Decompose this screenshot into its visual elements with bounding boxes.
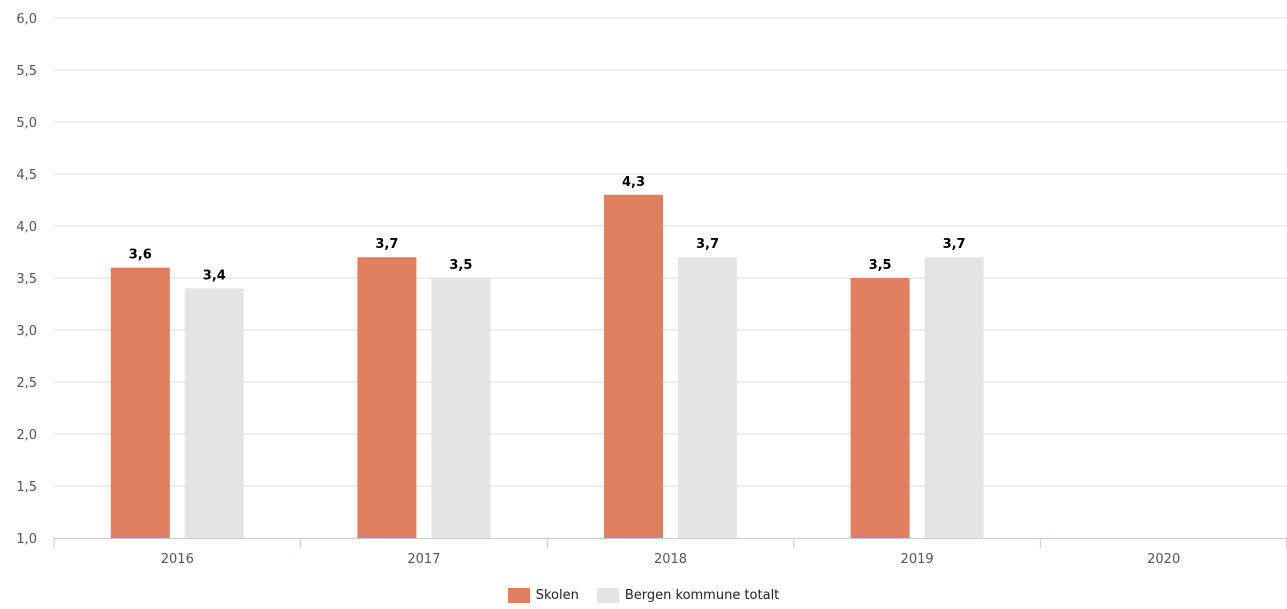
- data-label: 3,7: [696, 237, 719, 252]
- bar: [678, 257, 737, 538]
- data-label: 3,5: [869, 258, 892, 273]
- legend-item-bergen[interactable]: Bergen kommune totalt: [596, 588, 780, 603]
- bar: [604, 194, 663, 539]
- y-tick-label: 3,5: [16, 272, 37, 287]
- y-tick-label: 4,0: [16, 220, 37, 235]
- y-tick-label: 5,0: [16, 116, 37, 131]
- y-tick-label: 4,5: [16, 168, 37, 183]
- legend-item-skolen[interactable]: Skolen: [507, 588, 579, 603]
- legend-swatch-bergen: [596, 588, 619, 603]
- bar: [850, 278, 910, 538]
- x-tick-label: 2018: [654, 552, 687, 567]
- legend-label-skolen: Skolen: [535, 588, 579, 603]
- legend-swatch-skolen: [507, 588, 530, 603]
- x-tick-label: 2019: [901, 552, 934, 567]
- data-label: 3,7: [943, 237, 966, 252]
- x-axis: 2016 2017 2018 2019 2020: [53, 538, 1287, 567]
- bar-chart: 1,0 1,5 2,0 2,5 3,0 3,5 4,0 4,5 5,0 5,5 6,0 3,6 3,4…: [16, 12, 1287, 567]
- gridlines: [54, 17, 1287, 487]
- legend: Skolen Bergen kommune totalt: [0, 588, 1287, 603]
- legend-label-bergen: Bergen kommune totalt: [624, 588, 780, 603]
- bar: [184, 288, 244, 538]
- y-tick-label: 3,0: [16, 324, 37, 339]
- bar: [110, 267, 170, 538]
- data-label: 3,5: [449, 258, 472, 273]
- y-tick-label: 1,5: [16, 480, 37, 495]
- data-labels: 3,6 3,4 3,7 3,5 4,3 3,7 3,5 3,7: [129, 175, 966, 284]
- y-tick-label: 2,5: [16, 376, 37, 391]
- bar: [924, 257, 984, 538]
- y-tick-label: 6,0: [16, 12, 37, 27]
- y-tick-label: 2,0: [16, 428, 37, 443]
- y-tick-label: 5,5: [16, 64, 37, 79]
- bars: [110, 194, 984, 539]
- x-tick-label: 2016: [161, 552, 194, 567]
- data-label: 3,6: [129, 248, 152, 263]
- bar: [431, 278, 491, 538]
- y-axis: 1,0 1,5 2,0 2,5 3,0 3,5 4,0 4,5 5,0 5,5 6,0: [16, 12, 37, 547]
- x-tick-label: 2017: [407, 552, 440, 567]
- data-label: 3,7: [375, 237, 398, 252]
- y-tick-label: 1,0: [16, 532, 37, 547]
- data-label: 3,4: [203, 268, 226, 283]
- data-label: 4,3: [622, 175, 645, 190]
- x-tick-label: 2020: [1147, 552, 1180, 567]
- bar: [357, 257, 417, 538]
